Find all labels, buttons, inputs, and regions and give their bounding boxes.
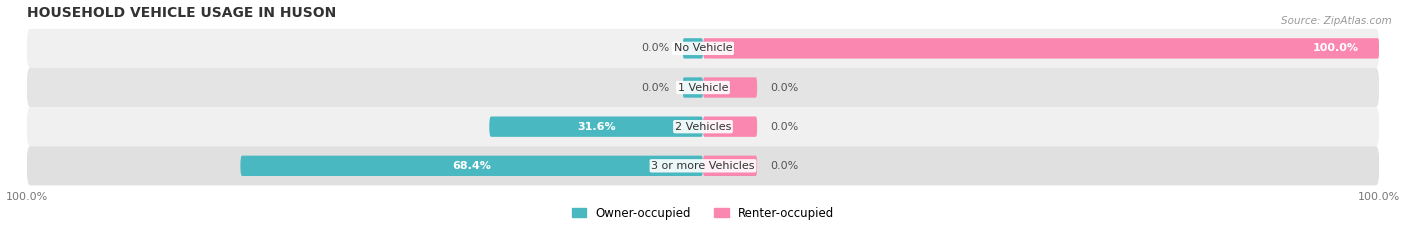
FancyBboxPatch shape <box>703 117 756 137</box>
Text: 68.4%: 68.4% <box>453 161 491 171</box>
Text: 1 Vehicle: 1 Vehicle <box>678 83 728 92</box>
FancyBboxPatch shape <box>27 68 1379 107</box>
Text: 0.0%: 0.0% <box>770 122 799 132</box>
FancyBboxPatch shape <box>27 146 1379 185</box>
FancyBboxPatch shape <box>683 77 703 98</box>
Text: 0.0%: 0.0% <box>641 43 669 53</box>
Legend: Owner-occupied, Renter-occupied: Owner-occupied, Renter-occupied <box>567 202 839 224</box>
FancyBboxPatch shape <box>683 38 703 58</box>
FancyBboxPatch shape <box>489 117 703 137</box>
FancyBboxPatch shape <box>27 29 1379 68</box>
FancyBboxPatch shape <box>703 77 756 98</box>
Text: No Vehicle: No Vehicle <box>673 43 733 53</box>
Text: 0.0%: 0.0% <box>641 83 669 92</box>
FancyBboxPatch shape <box>27 107 1379 146</box>
Text: 3 or more Vehicles: 3 or more Vehicles <box>651 161 755 171</box>
FancyBboxPatch shape <box>703 156 756 176</box>
FancyBboxPatch shape <box>703 38 1379 58</box>
Text: 0.0%: 0.0% <box>770 83 799 92</box>
FancyBboxPatch shape <box>240 156 703 176</box>
Text: 31.6%: 31.6% <box>576 122 616 132</box>
Text: 2 Vehicles: 2 Vehicles <box>675 122 731 132</box>
Text: 100.0%: 100.0% <box>1313 43 1360 53</box>
Text: Source: ZipAtlas.com: Source: ZipAtlas.com <box>1281 16 1392 26</box>
Text: HOUSEHOLD VEHICLE USAGE IN HUSON: HOUSEHOLD VEHICLE USAGE IN HUSON <box>27 6 336 20</box>
Text: 0.0%: 0.0% <box>770 161 799 171</box>
